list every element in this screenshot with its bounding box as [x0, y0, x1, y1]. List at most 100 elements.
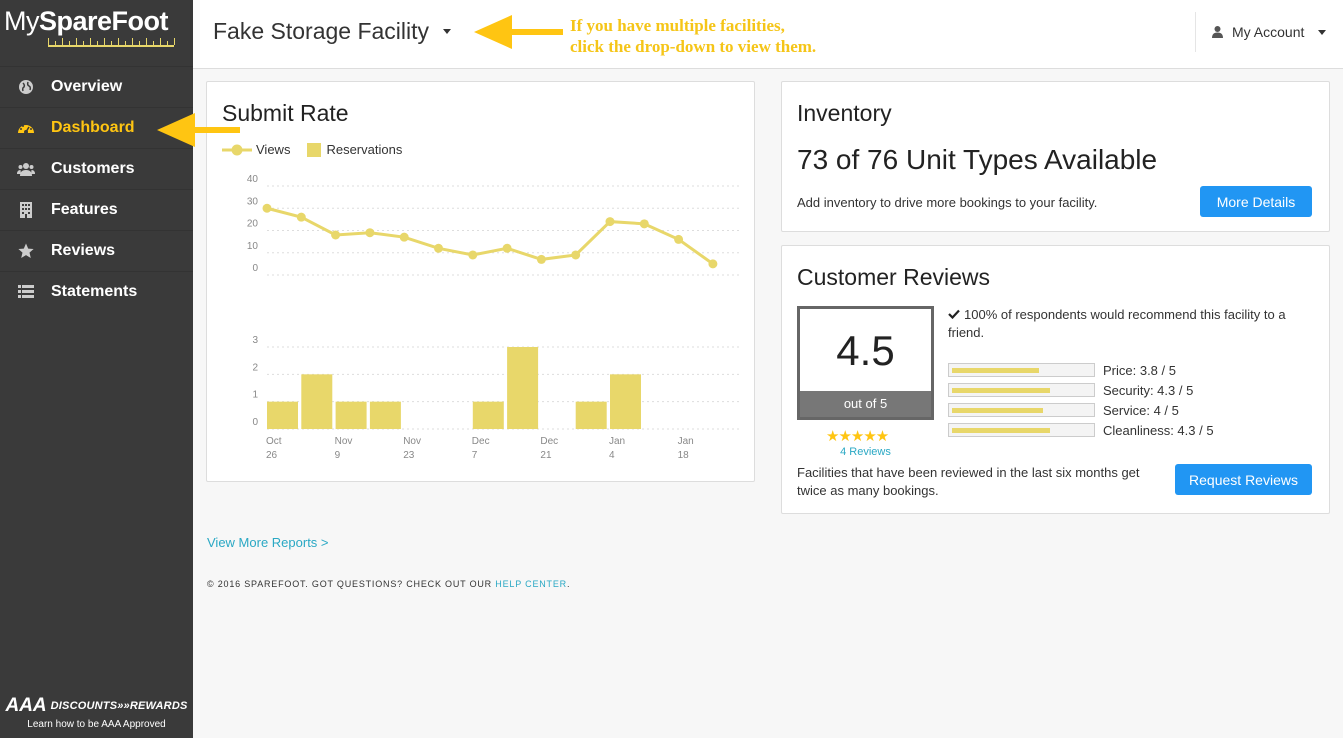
rating-label: Security: 4.3 / 5 — [1103, 382, 1194, 398]
sidebar-item-dashboard[interactable]: Dashboard — [0, 107, 193, 148]
rating-label: Price: 3.8 / 5 — [1103, 362, 1176, 378]
aaa-discounts-rewards: DISCOUNTS»»REWARDS — [50, 700, 188, 712]
rating-row-service: Service: 4 / 5 — [948, 402, 1179, 418]
review-out-of: out of 5 — [800, 391, 931, 417]
reservations-bar — [507, 347, 539, 429]
list-icon — [17, 283, 35, 301]
logo-sparefoot: SpareFoot — [39, 6, 169, 36]
reservations-bar — [369, 401, 401, 429]
view-more-reports-link[interactable]: View More Reports > — [207, 535, 329, 550]
views-point — [262, 203, 272, 213]
reviews-note: Facilities that have been reviewed in th… — [797, 465, 1140, 498]
views-point — [605, 217, 615, 227]
reservations-bar — [575, 401, 607, 429]
rating-bar-fill — [952, 388, 1050, 393]
customer-reviews-panel: Customer Reviews 4.5 out of 5 ★★★★★ 4 Re… — [781, 245, 1330, 514]
views-point — [434, 243, 443, 253]
sidebar-item-label: Reviews — [51, 242, 116, 259]
legend-reservations-label: Reservations — [326, 142, 403, 157]
views-point — [708, 259, 718, 269]
globe-icon — [17, 78, 35, 96]
views-point — [502, 243, 512, 253]
help-center-link[interactable]: HELP CENTER — [495, 579, 567, 589]
annotation-line-1: If you have multiple facilities, — [570, 16, 785, 35]
reservations-bar — [335, 401, 367, 429]
reservations-y-tick: 3 — [252, 335, 258, 346]
sidebar-item-label: Customers — [51, 160, 135, 177]
sparefoot-logo[interactable]: MySpareFoot — [0, 0, 193, 66]
inventory-count: 73 of 76 Unit Types Available — [797, 144, 1158, 175]
rating-stars-icon: ★★★★★ — [826, 428, 889, 445]
submit-rate-chart: 4030201003210Oct26Nov9Nov23Dec7Dec21Jan4… — [247, 174, 742, 461]
aaa-learn-link[interactable]: Learn how to be AAA Approved — [27, 719, 166, 730]
sidebar-item-label: Features — [51, 201, 118, 218]
building-icon — [17, 201, 35, 219]
inventory-panel: Inventory 73 of 76 Unit Types Available … — [781, 81, 1330, 232]
x-axis-label-day: 4 — [609, 450, 615, 461]
sidebar-item-statements[interactable]: Statements — [0, 271, 193, 312]
annotation-text: If you have multiple facilities, click t… — [570, 15, 816, 57]
logo-my: My — [4, 6, 40, 36]
review-score-box: 4.5 out of 5 — [797, 306, 934, 420]
aaa-promo[interactable]: AAA DISCOUNTS»»REWARDS Learn how to be A… — [0, 695, 193, 730]
x-axis-label-month: Dec — [540, 436, 558, 447]
sidebar-item-features[interactable]: Features — [0, 189, 193, 230]
x-axis-label-month: Dec — [472, 436, 490, 447]
x-axis-label-day: 7 — [472, 450, 478, 461]
submit-rate-panel: 40 30 20 10 0 3 2 1 0 Oct 26 Nov 9 Nov 23 Dec 7 Dec 21 Jan 4… — [206, 81, 755, 482]
views-y-tick: 30 — [247, 196, 259, 207]
sidebar: MySpareFoot Overview Dashboard Customers… — [0, 0, 193, 738]
ruler-icon — [48, 38, 175, 47]
rating-bar — [948, 383, 1095, 397]
reservations-y-tick: 0 — [252, 417, 258, 428]
views-point — [365, 228, 375, 238]
legend-views-label: Views — [256, 142, 291, 157]
views-y-tick: 0 — [252, 263, 258, 274]
x-axis-label-day: 9 — [335, 450, 341, 461]
footer: © 2016 SPAREFOOT. GOT QUESTIONS? CHECK O… — [207, 579, 570, 589]
views-legend-icon — [222, 144, 252, 156]
x-axis-label-month: Nov — [335, 436, 353, 447]
views-point — [639, 219, 649, 229]
reservations-bar — [301, 374, 333, 429]
more-details-button[interactable]: More Details — [1200, 186, 1312, 217]
inventory-title: Inventory — [797, 100, 892, 126]
reservations-legend-icon — [307, 142, 322, 157]
reservations-bar — [472, 401, 504, 429]
customer-reviews-title: Customer Reviews — [797, 264, 990, 290]
views-point — [399, 232, 409, 242]
reservations-y-tick: 2 — [252, 362, 258, 373]
sidebar-item-overview[interactable]: Overview — [0, 66, 193, 107]
users-icon — [17, 160, 35, 178]
x-axis-label-month: Nov — [403, 436, 421, 447]
x-axis-label-month: Jan — [609, 436, 625, 447]
sidebar-item-reviews[interactable]: Reviews — [0, 230, 193, 271]
review-count-link[interactable]: 4 Reviews — [840, 446, 891, 458]
submit-rate-title: Submit Rate — [222, 100, 349, 126]
facility-dropdown[interactable]: Fake Storage Facility — [213, 18, 452, 45]
x-axis-label-day: 23 — [403, 450, 415, 461]
views-point — [571, 250, 581, 260]
rating-bar-fill — [952, 408, 1043, 413]
request-reviews-button[interactable]: Request Reviews — [1175, 464, 1312, 495]
x-axis-label-day: 21 — [540, 450, 552, 461]
footer-end: . — [566, 579, 571, 589]
star-icon — [17, 242, 35, 260]
rating-bar-fill — [952, 368, 1039, 373]
aaa-logo: AAA — [5, 695, 47, 716]
header: Fake Storage Facility If you have multip… — [193, 0, 1343, 69]
annotation-line-2: click the drop-down to view them. — [570, 37, 817, 56]
my-account-dropdown[interactable]: My Account — [1195, 12, 1343, 52]
rating-bar-fill — [952, 428, 1050, 433]
x-axis-label-day: 26 — [266, 450, 278, 461]
rating-row-cleanliness: Cleanliness: 4.3 / 5 — [948, 422, 1214, 438]
views-y-tick: 40 — [247, 174, 259, 185]
sidebar-item-label: Overview — [51, 78, 123, 95]
views-point — [468, 250, 478, 260]
caret-down-icon — [443, 29, 452, 34]
recommend-label: 100% of respondents would recommend this… — [948, 307, 1286, 340]
account-label: My Account — [1232, 24, 1305, 40]
sidebar-item-label: Dashboard — [51, 119, 135, 136]
sidebar-item-customers[interactable]: Customers — [0, 148, 193, 189]
facility-name: Fake Storage Facility — [213, 18, 430, 44]
